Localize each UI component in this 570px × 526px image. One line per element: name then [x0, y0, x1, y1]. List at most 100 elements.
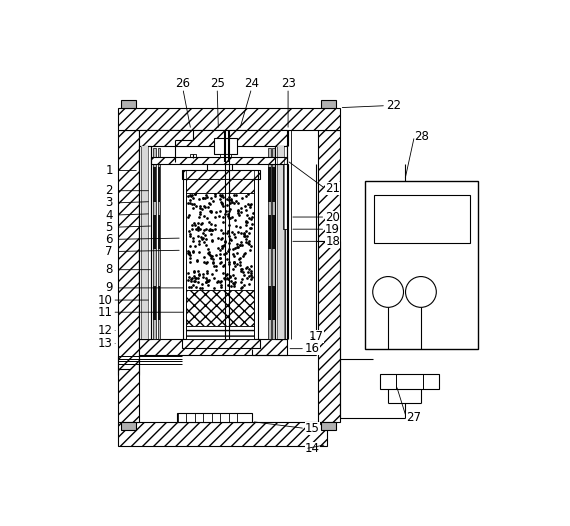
Point: [236, 208, 245, 217]
Point: [185, 283, 194, 291]
Bar: [365, 180, 478, 349]
Point: [189, 272, 198, 280]
Text: 25: 25: [210, 77, 225, 90]
Point: [207, 236, 217, 245]
Point: [211, 190, 220, 198]
Point: [242, 217, 251, 225]
Point: [200, 252, 209, 261]
Point: [231, 216, 240, 224]
Point: [230, 251, 239, 260]
Point: [217, 192, 226, 200]
Point: [203, 277, 213, 285]
Point: [205, 226, 214, 234]
Point: [239, 251, 248, 260]
Point: [185, 210, 194, 219]
Text: 26: 26: [175, 77, 190, 90]
Bar: [220, 154, 231, 161]
Point: [194, 236, 203, 245]
Text: 5: 5: [105, 220, 113, 234]
Point: [214, 211, 223, 220]
Point: [201, 194, 210, 203]
Point: [184, 246, 193, 255]
Point: [211, 251, 221, 259]
Bar: [275, 146, 287, 339]
Point: [233, 240, 242, 248]
Point: [211, 262, 221, 270]
Point: [218, 229, 227, 237]
Point: [228, 213, 237, 221]
Bar: [182, 339, 260, 348]
Point: [200, 203, 209, 211]
Point: [193, 224, 202, 232]
Point: [189, 234, 198, 242]
Point: [242, 264, 251, 272]
Point: [217, 235, 226, 244]
Point: [231, 191, 241, 199]
Point: [243, 274, 252, 282]
Point: [235, 223, 245, 231]
Point: [211, 266, 220, 275]
Point: [225, 206, 234, 215]
Text: 13: 13: [97, 337, 112, 350]
Point: [202, 214, 211, 222]
Text: 9: 9: [105, 281, 113, 295]
Point: [184, 249, 193, 257]
Point: [216, 250, 225, 258]
Point: [229, 279, 238, 288]
Point: [219, 274, 229, 282]
Point: [207, 252, 216, 260]
Point: [226, 195, 235, 203]
Point: [195, 202, 204, 210]
Point: [193, 223, 202, 231]
Bar: [321, 99, 336, 108]
Point: [237, 278, 246, 286]
Point: [206, 207, 215, 215]
Point: [245, 271, 254, 280]
Point: [219, 268, 228, 277]
Point: [226, 277, 235, 286]
Point: [231, 197, 241, 205]
Point: [187, 225, 196, 233]
Point: [202, 269, 211, 277]
Point: [217, 258, 226, 266]
Point: [202, 276, 211, 284]
Text: 8: 8: [105, 263, 113, 276]
Point: [194, 240, 203, 248]
Bar: [153, 167, 156, 201]
Point: [215, 246, 225, 254]
Bar: [186, 290, 254, 326]
Point: [217, 277, 226, 286]
Bar: [268, 148, 271, 339]
Point: [215, 254, 224, 262]
Text: 21: 21: [325, 182, 340, 195]
Point: [243, 199, 253, 208]
Point: [243, 211, 252, 219]
Bar: [158, 286, 161, 320]
Point: [210, 192, 219, 200]
Point: [226, 196, 235, 205]
Point: [244, 190, 253, 198]
Point: [241, 232, 250, 240]
Point: [233, 260, 242, 269]
Text: 3: 3: [105, 196, 113, 209]
Point: [220, 210, 229, 218]
Point: [207, 194, 216, 203]
Point: [230, 199, 239, 208]
Point: [232, 243, 241, 251]
Point: [186, 229, 195, 238]
Point: [233, 249, 242, 258]
Point: [217, 190, 226, 199]
Point: [184, 248, 193, 257]
Point: [185, 242, 194, 250]
Point: [237, 265, 246, 273]
Point: [241, 201, 250, 210]
Text: 1: 1: [105, 164, 113, 177]
Point: [193, 267, 202, 276]
Text: 10: 10: [97, 294, 112, 307]
Point: [214, 277, 223, 286]
Point: [221, 238, 230, 246]
Point: [226, 214, 235, 222]
Point: [210, 225, 219, 233]
Point: [239, 230, 249, 239]
Point: [204, 199, 213, 207]
